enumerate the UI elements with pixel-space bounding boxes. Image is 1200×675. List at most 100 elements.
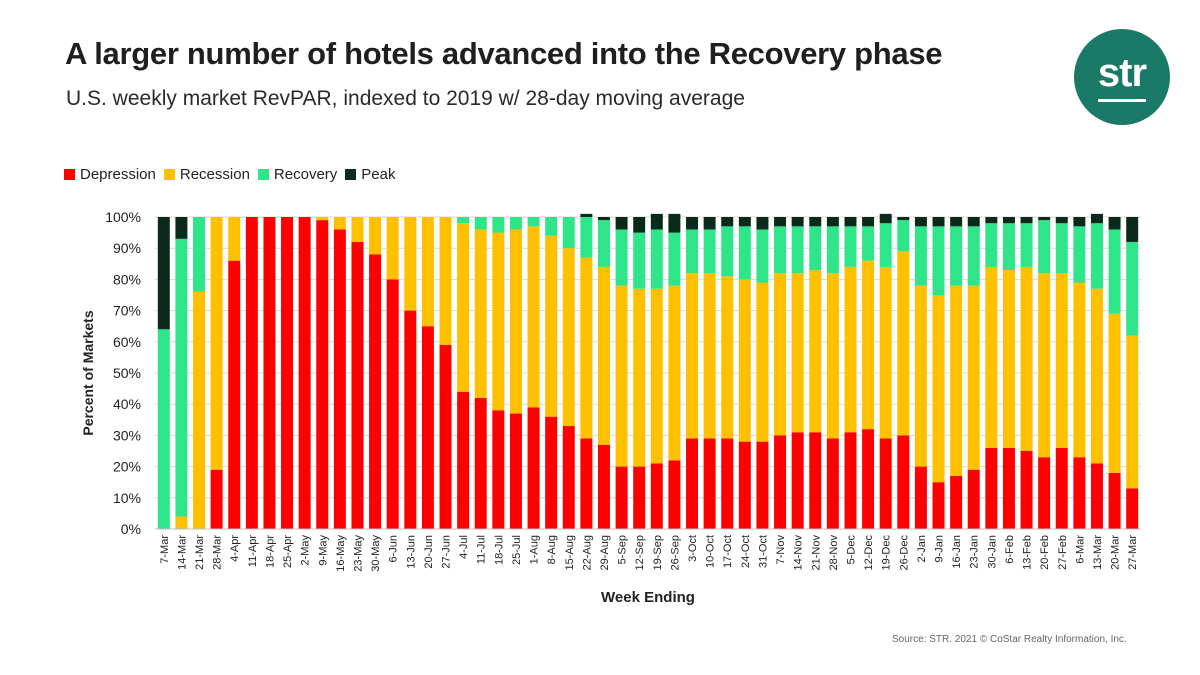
x-tick-label: 27-Jun — [441, 535, 453, 569]
bar-depression-30-Jan — [985, 447, 998, 529]
x-tick-label: 28-Mar — [212, 535, 224, 570]
bar-depression-10-Oct — [703, 438, 716, 529]
legend-label-recovery: Recovery — [273, 166, 338, 183]
legend-swatch-recession — [163, 169, 175, 180]
bar-recession-27-Jun — [439, 217, 452, 345]
y-tick-label: 70% — [113, 303, 141, 319]
legend-label-depression: Depression — [80, 166, 156, 183]
bar-recession-14-Nov — [791, 273, 804, 433]
bar-depression-16-Jan — [950, 475, 963, 529]
bar-recovery-1-Aug — [527, 217, 540, 227]
bar-depression-21-Nov — [809, 432, 822, 529]
bar-recovery-26-Sep — [668, 232, 681, 286]
y-tick-label: 40% — [113, 396, 141, 412]
bar-recovery-12-Sep — [633, 232, 646, 289]
bar-recession-20-Mar — [1108, 313, 1121, 473]
bar-peak-20-Mar — [1108, 217, 1121, 230]
bar-recovery-2-Jan — [914, 226, 927, 286]
y-tick-label: 0% — [121, 521, 141, 537]
bar-peak-6-Mar — [1073, 217, 1086, 227]
x-tick-label: 4-Apr — [229, 535, 241, 562]
bar-depression-1-Aug — [527, 407, 540, 529]
x-tick-label: 28-Nov — [828, 535, 840, 571]
bar-depression-2-May — [298, 217, 311, 529]
x-tick-label: 11-Jul — [476, 535, 488, 564]
bar-peak-19-Dec — [879, 213, 892, 224]
bar-recovery-7-Mar — [157, 329, 170, 529]
bar-recession-18-Jul — [492, 232, 505, 411]
bar-recession-19-Dec — [879, 266, 892, 439]
bar-recovery-20-Mar — [1108, 229, 1121, 314]
bar-recession-21-Nov — [809, 270, 822, 433]
x-tick-label: 5-Sep — [617, 535, 629, 564]
bar-recovery-18-Jul — [492, 217, 505, 233]
x-tick-label: 25-Apr — [282, 535, 294, 568]
bar-peak-27-Mar — [1126, 217, 1139, 242]
y-tick-label: 80% — [113, 271, 141, 287]
bar-recession-1-Aug — [527, 226, 540, 408]
bar-recession-23-Jan — [967, 285, 980, 470]
x-tick-label: 5-Dec — [845, 535, 857, 565]
bar-recession-9-May — [316, 217, 329, 221]
bar-peak-28-Nov — [826, 217, 839, 227]
bar-depression-19-Sep — [650, 463, 663, 529]
bar-depression-8-Aug — [545, 416, 558, 529]
bar-depression-17-Oct — [721, 438, 734, 529]
bar-depression-28-Nov — [826, 438, 839, 529]
x-tick-label: 26-Dec — [898, 535, 910, 571]
bar-recovery-23-Jan — [967, 226, 980, 286]
legend-item-depression: Depression — [64, 166, 156, 183]
bar-depression-13-Feb — [1020, 451, 1033, 529]
x-tick-label: 24-Oct — [740, 535, 752, 568]
bar-depression-23-May — [351, 241, 364, 529]
bar-recovery-24-Oct — [738, 226, 751, 280]
bar-recession-4-Apr — [228, 217, 241, 261]
x-tick-label: 13-Mar — [1092, 535, 1104, 570]
legend-label-recession: Recession — [179, 166, 250, 183]
x-tick-label: 14-Nov — [793, 535, 805, 571]
bar-recession-13-Jun — [404, 217, 417, 311]
bar-recession-6-Mar — [1073, 282, 1086, 458]
bar-recovery-5-Sep — [615, 229, 628, 286]
bar-recovery-31-Oct — [756, 229, 769, 283]
bar-peak-14-Mar — [175, 217, 188, 239]
bar-peak-26-Dec — [897, 217, 910, 221]
bar-recovery-13-Mar — [1090, 223, 1103, 289]
x-tick-label: 13-Jun — [405, 535, 417, 569]
bar-recovery-14-Nov — [791, 226, 804, 274]
bar-recovery-30-Jan — [985, 223, 998, 267]
bar-depression-22-Aug — [580, 438, 593, 529]
x-tick-label: 1-Aug — [529, 535, 541, 564]
x-axis-label: Week Ending — [601, 589, 695, 606]
x-tick-label: 10-Oct — [705, 535, 717, 568]
bar-depression-25-Apr — [281, 217, 294, 529]
y-axis-label: Percent of Markets — [80, 310, 96, 435]
legend-item-recovery: Recovery — [257, 166, 338, 183]
bar-recovery-9-Jan — [932, 226, 945, 295]
bar-recession-27-Mar — [1126, 335, 1139, 489]
legend-item-recession: Recession — [163, 166, 250, 183]
x-tick-label: 21-Mar — [194, 535, 206, 570]
x-tick-label: 18-Apr — [264, 535, 276, 568]
bar-peak-26-Sep — [668, 213, 681, 233]
bar-peak-29-Aug — [597, 217, 610, 221]
bar-depression-19-Dec — [879, 438, 892, 529]
bar-recession-12-Sep — [633, 288, 646, 467]
bar-peak-21-Nov — [809, 217, 822, 227]
x-tick-label: 3-Oct — [687, 535, 699, 562]
bar-depression-2-Jan — [914, 466, 927, 529]
x-tick-label: 13-Feb — [1022, 535, 1034, 570]
bar-depression-26-Dec — [897, 435, 910, 529]
x-tick-label: 23-May — [352, 535, 364, 572]
bar-peak-6-Feb — [1002, 217, 1015, 224]
x-tick-label: 20-Jun — [423, 535, 435, 569]
legend-item-peak: Peak — [345, 166, 395, 183]
bar-depression-6-Jun — [386, 279, 399, 529]
x-tick-label: 19-Dec — [881, 535, 893, 571]
bar-recession-4-Jul — [457, 223, 470, 392]
bar-peak-17-Oct — [721, 217, 734, 227]
bar-depression-26-Sep — [668, 460, 681, 529]
chart-subtitle: U.S. weekly market RevPAR, indexed to 20… — [66, 87, 745, 110]
bar-recovery-6-Feb — [1002, 223, 1015, 271]
